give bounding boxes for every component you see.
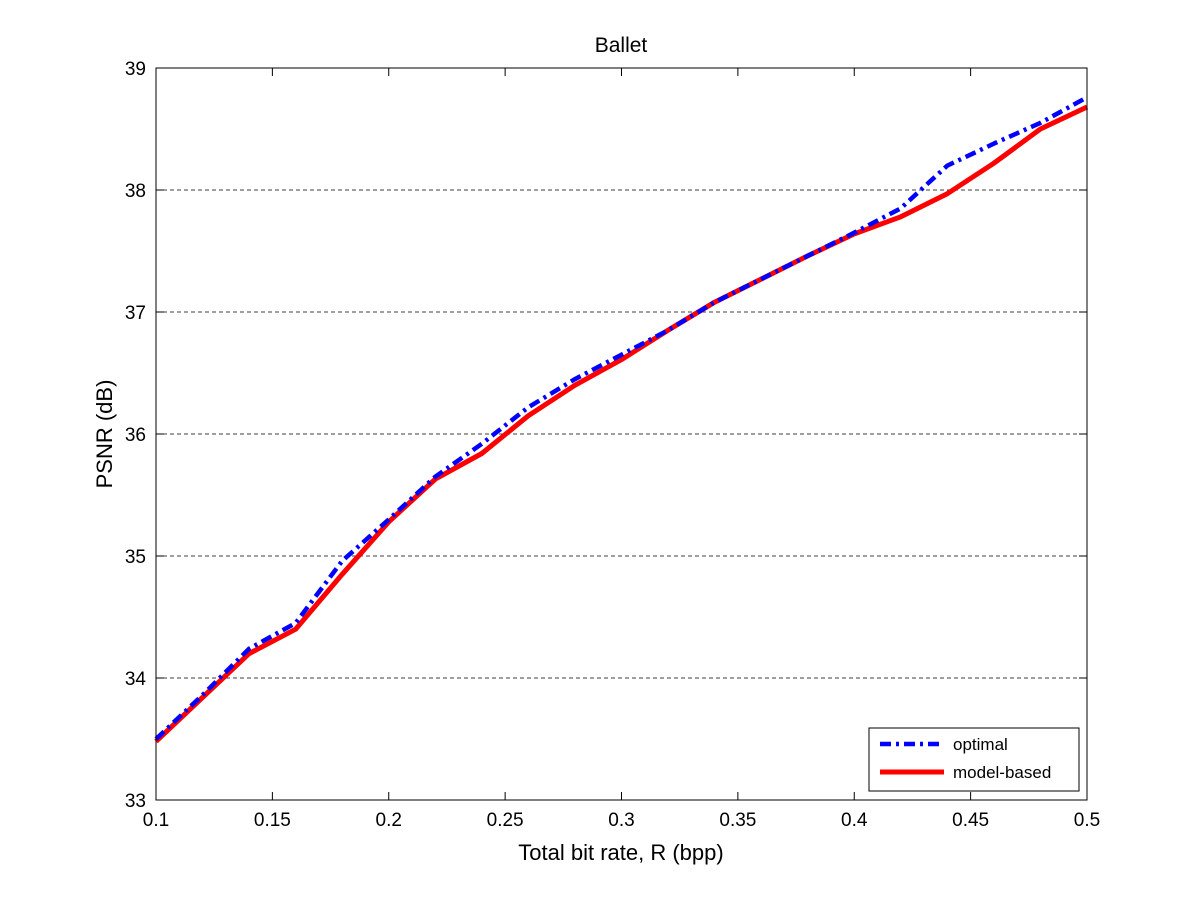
- y-tick-label: 36: [125, 425, 146, 446]
- series-line-model-based: [154, 104, 1089, 744]
- y-axis-title: PSNR (dB): [92, 380, 117, 489]
- y-tick-label: 38: [125, 181, 146, 202]
- legend-label-model-based: model-based: [953, 763, 1051, 782]
- x-tick-label: 0.1: [143, 810, 169, 831]
- series-lines: [154, 95, 1089, 744]
- x-axis-title: Total bit rate, R (bpp): [518, 840, 723, 865]
- axis-ticks: 33 34 35 36 37 38 39 0.1 0.15 0.2 0.25 0.3 0.35 0.4 0.…: [125, 59, 1100, 831]
- y-tick-label: 34: [125, 669, 147, 690]
- x-tick-label: 0.25: [487, 810, 524, 831]
- x-tick-label: 0.3: [608, 810, 634, 831]
- y-tick-label: 33: [125, 791, 146, 812]
- x-tick-label: 0.15: [254, 810, 291, 831]
- legend-label-optimal: optimal: [953, 735, 1008, 754]
- grid-lines: [156, 189, 1087, 679]
- x-tick-label: 0.4: [841, 810, 868, 831]
- x-tick-label: 0.5: [1074, 810, 1100, 831]
- legend: optimal model-based: [868, 727, 1080, 792]
- chart-title: Ballet: [595, 34, 648, 57]
- legend-box: [868, 727, 1080, 792]
- y-tick-label: 35: [125, 547, 146, 568]
- series-line-optimal: [154, 95, 1089, 741]
- x-tick-label: 0.2: [376, 810, 402, 831]
- y-tick-label: 37: [125, 303, 146, 324]
- y-tick-label: 39: [125, 59, 146, 80]
- x-tick-label: 0.35: [719, 810, 756, 831]
- x-tick-label: 0.45: [952, 810, 989, 831]
